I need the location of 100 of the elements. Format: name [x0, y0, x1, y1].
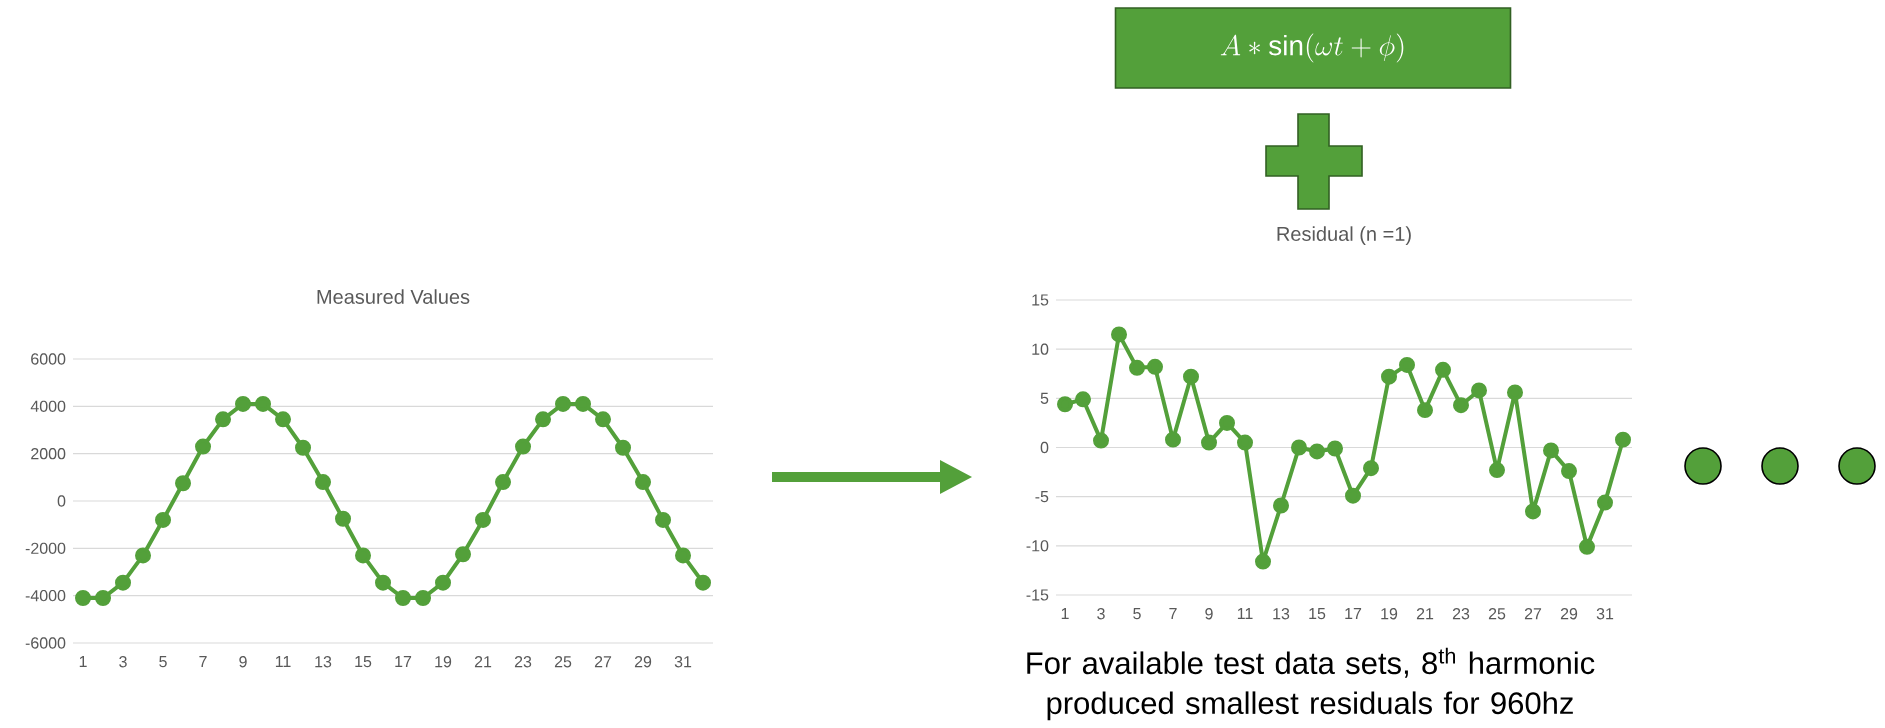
point: [1165, 431, 1182, 448]
point: [1129, 359, 1146, 376]
y-tick-label: -5: [1035, 491, 1049, 503]
point: [1111, 326, 1128, 343]
point: [315, 474, 332, 491]
point: [575, 395, 592, 412]
point: [615, 439, 632, 456]
y-tick-label: 15: [1032, 294, 1049, 306]
point: [1309, 443, 1325, 460]
x-tick-label: 21: [474, 656, 492, 668]
point: [1057, 396, 1074, 413]
x-tick-label: 15: [1309, 608, 1326, 620]
x-tick-label: 27: [1524, 608, 1542, 620]
x-tick-label: 29: [634, 656, 652, 668]
point: [255, 395, 272, 412]
y-tick-label: 2000: [31, 448, 66, 460]
x-tick-label: 27: [594, 656, 612, 668]
x-tick-label: 31: [674, 656, 692, 668]
point: [1543, 442, 1560, 459]
point: [175, 475, 192, 492]
chart-title: Measured Values: [317, 289, 470, 304]
text: For available test data sets, 8$^{th}$ harmonic produced smallest residuals for 960hz: [1027, 647, 1595, 721]
point: [1183, 368, 1199, 385]
point: [1237, 434, 1254, 451]
x-tick-label: 21: [1416, 608, 1434, 620]
x-tick-label: 3: [1097, 608, 1105, 620]
point: [1219, 414, 1236, 431]
point: [1291, 439, 1308, 456]
y-tick-label: -15: [1026, 589, 1049, 601]
point: [555, 395, 572, 412]
x-tick-label: 9: [1205, 608, 1213, 620]
y-tick-label: 10: [1032, 343, 1049, 355]
point: [1561, 463, 1577, 480]
point: [1525, 503, 1541, 520]
y-tick-label: -10: [1026, 540, 1049, 552]
x-tick-label: 9: [239, 656, 247, 668]
x-tick-label: 13: [315, 656, 332, 668]
y-tick-label: 0: [1040, 441, 1049, 454]
point: [115, 574, 132, 591]
y-tick-label: -6000: [25, 637, 66, 649]
x-tick-label: 3: [119, 656, 127, 668]
x-tick-label: 29: [1560, 608, 1578, 620]
point: [455, 546, 472, 563]
point: [415, 590, 432, 607]
x-tick-label: 5: [159, 656, 167, 668]
x-tick-label: 1: [1061, 608, 1069, 620]
point: [535, 411, 552, 428]
point: [1345, 487, 1361, 504]
point: [475, 511, 492, 528]
point: [1417, 402, 1434, 419]
x-tick-label: 31: [1596, 608, 1614, 620]
point: [515, 438, 532, 455]
x-tick-label: 15: [355, 656, 372, 668]
x-tick-label: 19: [435, 656, 452, 668]
point: [275, 411, 292, 428]
chart-title: Residual (n =1): [1277, 226, 1411, 245]
point: [655, 511, 672, 528]
x-tick-label: 11: [1237, 608, 1253, 620]
point: [1399, 356, 1415, 373]
point: [595, 411, 612, 428]
point: [1363, 460, 1379, 477]
point: [135, 547, 152, 564]
y-tick-label: 5: [1040, 392, 1049, 404]
point: [335, 510, 352, 527]
point: [235, 395, 252, 412]
x-tick-label: 5: [1133, 608, 1141, 620]
point: [1201, 434, 1218, 451]
y-tick-label: 0: [57, 495, 66, 507]
point: [1453, 397, 1469, 414]
y-tick-label: -2000: [25, 542, 66, 554]
point: [1075, 391, 1092, 408]
point: [495, 474, 512, 491]
x-tick-label: 1: [79, 656, 87, 668]
point: [1435, 361, 1451, 378]
x-tick-label: 25: [1488, 608, 1506, 620]
x-tick-label: 13: [1273, 608, 1290, 620]
point: [155, 511, 172, 528]
y-tick-label: -4000: [25, 589, 66, 602]
point: [95, 590, 112, 607]
x-tick-label: 17: [1345, 608, 1362, 620]
x-tick-label: 7: [199, 656, 207, 668]
point: [375, 574, 392, 591]
point: [395, 590, 412, 607]
point: [1507, 384, 1524, 401]
point: [435, 574, 452, 591]
point: [1093, 432, 1110, 449]
point: [215, 411, 232, 428]
point: [1381, 368, 1398, 385]
point: [75, 590, 92, 607]
x-tick-label: 7: [1169, 608, 1177, 620]
point: [1273, 497, 1289, 514]
x-tick-label: 23: [1452, 608, 1470, 620]
point: [1615, 431, 1631, 448]
x-tick-label: 17: [395, 656, 412, 668]
point: [295, 439, 312, 456]
y-tick-label: 6000: [31, 353, 66, 365]
point: [1489, 462, 1505, 479]
point: [1597, 494, 1613, 511]
point: [695, 574, 712, 591]
point: [675, 547, 692, 564]
